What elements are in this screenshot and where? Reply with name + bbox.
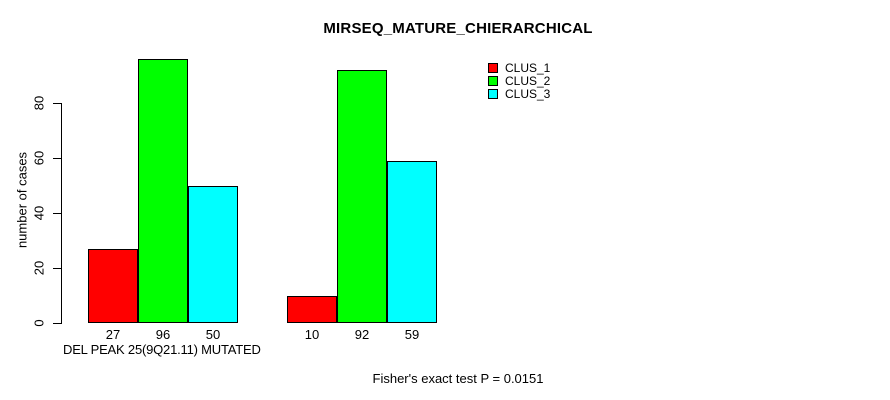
y-tick bbox=[53, 158, 61, 160]
bar-clus_2-group-2 bbox=[337, 70, 387, 323]
y-tick bbox=[53, 323, 61, 324]
bar-clus_2-group-1 bbox=[138, 59, 188, 323]
y-axis-line bbox=[61, 103, 62, 324]
bar-value-label: 50 bbox=[205, 327, 221, 342]
y-tick bbox=[53, 213, 61, 215]
y-tick bbox=[53, 268, 61, 270]
legend-row-clus_2: CLUS_2 bbox=[488, 74, 551, 89]
y-tick-label: 40 bbox=[31, 205, 47, 221]
legend-swatch-icon bbox=[488, 88, 498, 99]
x-axis-label: DEL PEAK 25(9Q21.11) MUTATED bbox=[63, 342, 261, 357]
bar-clus_3-group-1 bbox=[188, 185, 238, 323]
chart-title: MIRSEQ_MATURE_CHIERARCHICAL bbox=[323, 20, 593, 37]
y-tick-label: 80 bbox=[31, 96, 47, 111]
legend-row-clus_1: CLUS_1 bbox=[488, 61, 551, 76]
legend-label: CLUS_3 bbox=[505, 86, 551, 101]
bar-value-label: 10 bbox=[304, 327, 320, 342]
bar-clus_1-group-2 bbox=[287, 295, 337, 323]
legend-swatch-icon bbox=[488, 76, 498, 87]
bar-value-label: 92 bbox=[354, 327, 370, 342]
y-tick-label: 60 bbox=[31, 151, 47, 166]
legend-label: CLUS_1 bbox=[505, 61, 551, 76]
y-tick-label: 0 bbox=[31, 319, 47, 327]
bar-value-label: 59 bbox=[404, 327, 420, 342]
fisher-test-annotation: Fisher's exact test P = 0.0151 bbox=[372, 371, 544, 386]
bar-value-label: 96 bbox=[155, 327, 171, 342]
legend-label: CLUS_2 bbox=[505, 74, 551, 89]
y-tick bbox=[53, 103, 61, 105]
y-tick-label: 20 bbox=[31, 260, 47, 276]
legend-row-clus_3: CLUS_3 bbox=[488, 86, 551, 101]
legend: CLUS_1 CLUS_2 CLUS_3 bbox=[488, 61, 551, 101]
bar-clus_1-group-1 bbox=[88, 248, 138, 323]
y-axis-label: number of cases bbox=[14, 151, 30, 249]
bar-value-label: 27 bbox=[105, 327, 121, 342]
legend-swatch-icon bbox=[488, 63, 498, 74]
bar-clus_3-group-2 bbox=[387, 161, 437, 323]
